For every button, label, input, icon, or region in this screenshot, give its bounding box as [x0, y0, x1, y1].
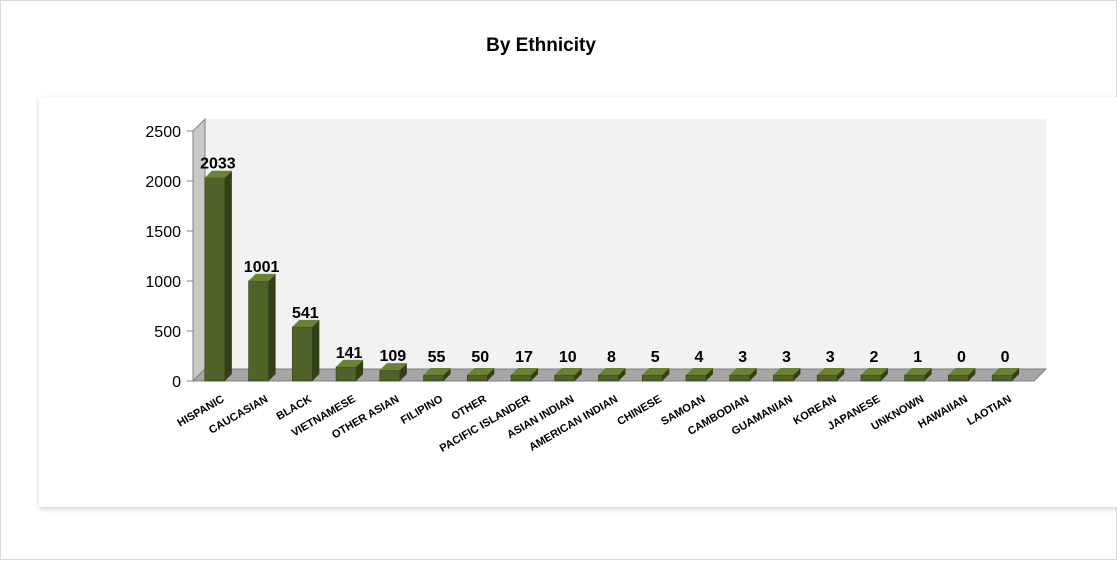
- x-tick-label: LAOTIAN: [965, 393, 1013, 428]
- back-wall: [205, 119, 1046, 369]
- bar-side: [1012, 368, 1020, 381]
- bar-side: [618, 368, 626, 381]
- data-label: 541: [292, 305, 319, 322]
- bar-side: [443, 368, 451, 381]
- data-label: 1001: [244, 259, 280, 276]
- bar: [685, 374, 707, 382]
- y-tick-label: 500: [154, 324, 181, 341]
- bar-top: [336, 359, 364, 367]
- data-label: 17: [515, 349, 533, 366]
- data-label: 1: [913, 349, 922, 366]
- x-tick-label: CHINESE: [615, 393, 663, 428]
- bar-side: [356, 359, 364, 381]
- y-tick-label: 1500: [145, 224, 181, 241]
- bar-side: [399, 363, 407, 381]
- bar-top: [729, 368, 757, 375]
- bar-side: [749, 368, 757, 381]
- bar-top: [904, 368, 932, 375]
- bar: [204, 177, 226, 382]
- bar-top: [248, 273, 276, 281]
- y-tick-label: 1000: [145, 274, 181, 291]
- data-label: 10: [559, 349, 577, 366]
- bar-side: [224, 170, 232, 381]
- bar-side: [574, 368, 582, 381]
- bar-side: [312, 319, 320, 381]
- bar-side: [268, 273, 276, 381]
- bar: [510, 374, 532, 382]
- bar-top: [292, 319, 320, 327]
- bar: [948, 374, 969, 382]
- data-label: 4: [695, 349, 704, 366]
- data-label: 2033: [200, 156, 236, 173]
- data-label: 0: [957, 349, 966, 366]
- bar-side: [880, 368, 888, 381]
- bar: [816, 374, 838, 382]
- x-tick-label: HAWAIIAN: [916, 393, 970, 431]
- y-tick-label: 2000: [145, 174, 181, 191]
- bar-side: [531, 368, 539, 381]
- bar-top: [554, 368, 582, 375]
- data-label: 50: [471, 349, 489, 366]
- bar: [292, 326, 313, 382]
- bar: [773, 374, 794, 382]
- bar-top: [598, 368, 626, 375]
- bar: [423, 374, 444, 382]
- data-label: 8: [607, 349, 616, 366]
- bar-side: [662, 368, 670, 381]
- bar-top: [467, 368, 495, 375]
- y-tick-label: 0: [172, 374, 181, 391]
- y-tick-label: 2500: [145, 124, 181, 141]
- bar-top: [204, 170, 232, 178]
- bar-side: [793, 368, 801, 381]
- data-label: 3: [782, 349, 791, 366]
- bar: [466, 374, 488, 382]
- data-label: 3: [738, 349, 747, 366]
- bar: [904, 374, 925, 382]
- bar-top: [948, 368, 976, 375]
- bar-top: [379, 363, 407, 371]
- bar-top: [685, 368, 713, 375]
- bar-top: [992, 368, 1020, 375]
- bar-top: [642, 368, 670, 375]
- bar-side: [487, 368, 495, 381]
- bar: [641, 374, 663, 382]
- data-label: 2: [869, 349, 878, 366]
- bar-top: [773, 368, 801, 375]
- bar: [729, 374, 751, 382]
- bar-side: [837, 368, 845, 381]
- bar: [248, 280, 269, 382]
- bar-side: [705, 368, 713, 381]
- bar-top: [860, 368, 888, 375]
- data-label: 141: [336, 345, 363, 362]
- bar-side: [968, 368, 976, 381]
- chart-title: By Ethnicity: [486, 35, 596, 56]
- bar: [860, 374, 882, 382]
- bar-top: [511, 368, 539, 375]
- bar: [554, 374, 576, 382]
- data-label: 109: [379, 348, 406, 365]
- bar: [335, 366, 357, 382]
- bar: [598, 374, 619, 382]
- x-tick-label: FILIPINO: [399, 393, 446, 427]
- bar-side: [924, 368, 932, 381]
- data-label: 3: [826, 349, 835, 366]
- bar-top: [423, 368, 451, 375]
- data-label: 55: [428, 349, 446, 366]
- bar: [379, 369, 401, 382]
- data-label: 5: [651, 349, 660, 366]
- bar: [991, 374, 1013, 382]
- data-label: 0: [1001, 349, 1010, 366]
- bar-top: [817, 368, 845, 375]
